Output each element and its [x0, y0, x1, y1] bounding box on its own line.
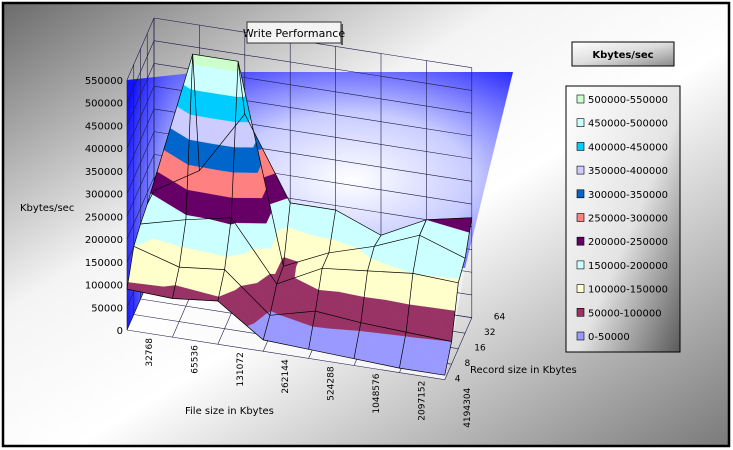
z-tick-label: 250000: [85, 212, 123, 223]
legend-label: 400000-450000: [588, 142, 668, 153]
legend-swatch: [576, 236, 585, 246]
legend-label: 300000-350000: [588, 190, 668, 201]
legend-label: 500000-550000: [588, 95, 668, 106]
z-tick-label: 300000: [85, 190, 123, 201]
legend-label: 350000-400000: [588, 166, 668, 177]
legend-label: 200000-250000: [588, 237, 668, 248]
chart-title: Write Performance: [243, 27, 345, 40]
back-wall-gridline: [153, 40, 472, 91]
surface-mesh-line: [126, 288, 445, 376]
x-tick-label: 1048576: [372, 373, 382, 413]
legend-swatch: [576, 260, 585, 270]
surface-mesh-line: [399, 219, 427, 369]
legend-label: 450000-500000: [588, 119, 668, 130]
surface-mesh-line: [353, 235, 382, 359]
x-tick-label: 65536: [190, 345, 200, 374]
legend-items: 500000-550000 450000-500000 400000-450000 3…: [576, 94, 668, 343]
y-tick-label: 4: [455, 375, 461, 385]
z-tick-label: 350000: [85, 167, 123, 178]
surface-band-patch: [231, 197, 267, 224]
x-tick-label: 524288: [327, 366, 337, 401]
legend-label: 150000-200000: [588, 261, 668, 272]
z-tick-label: 400000: [85, 144, 123, 155]
z-tick-label: 450000: [85, 121, 123, 132]
legend-swatch: [576, 189, 585, 199]
legend-label: 50000-100000: [588, 308, 662, 319]
z-tick-label: 50000: [91, 303, 123, 314]
surface-band-patch: [233, 146, 258, 173]
surface-mesh-line: [217, 61, 246, 302]
surface-mesh-line: [444, 217, 473, 376]
y-tick-label: 8: [465, 359, 471, 369]
y-axis-label: Record size in Kbytes: [470, 365, 577, 376]
x-tick-label: 262144: [281, 359, 291, 394]
surface-band-patch: [231, 172, 263, 199]
z-tick-label: 200000: [85, 235, 123, 246]
y-tick-label: 16: [474, 344, 486, 354]
z-tick-label: 150000: [85, 258, 123, 269]
x-tick-label: 32768: [145, 338, 155, 367]
z-tick-label: 500000: [85, 99, 123, 110]
legend-swatch: [576, 213, 585, 222]
legend-swatch: [576, 331, 585, 341]
surface-mesh-line: [153, 113, 472, 236]
y-tick-label: 64: [494, 313, 506, 323]
x-tick-label: 4194304: [463, 387, 473, 427]
x-tick-label: 131072: [236, 352, 246, 386]
surface-mesh-line: [126, 190, 155, 290]
legend-swatch: [576, 142, 585, 151]
z-tick-label: 0: [117, 326, 123, 337]
legend-swatch: [576, 307, 585, 317]
legend-box: [565, 85, 681, 353]
legend-swatch: [576, 284, 585, 293]
surface-mesh-line: [172, 54, 200, 299]
z-tick-label: 550000: [85, 76, 123, 87]
floor-gridline: [126, 329, 445, 380]
surface-mesh-line: [308, 209, 336, 350]
z-axis-label: Kbytes/sec: [20, 203, 74, 214]
legend-swatch: [576, 118, 585, 127]
legend-swatch: [576, 94, 585, 104]
legend-label: 0-50000: [588, 332, 630, 343]
title-box-shadow: [341, 24, 343, 45]
surface-plot: [126, 53, 473, 376]
legend-title-box: [571, 41, 675, 67]
legend-title: Kbytes/sec: [592, 50, 653, 61]
y-tick-label: 32: [484, 328, 495, 338]
surface-mesh-line: [140, 217, 459, 285]
legend-label: 100000-150000: [588, 285, 668, 296]
x-axis-label: File size in Kbytes: [185, 406, 274, 417]
axes: 0 50000 100000 150000 200000 250000 300000 3500…: [85, 76, 506, 428]
legend-label: 250000-300000: [588, 214, 668, 225]
x-tick-label: 2097152: [417, 381, 427, 421]
surface-mesh-line: [133, 245, 452, 342]
legend-swatch: [576, 165, 585, 175]
z-tick-label: 100000: [85, 281, 123, 292]
surface-mesh-line: [262, 202, 291, 340]
surface-mesh-line: [146, 53, 466, 267]
